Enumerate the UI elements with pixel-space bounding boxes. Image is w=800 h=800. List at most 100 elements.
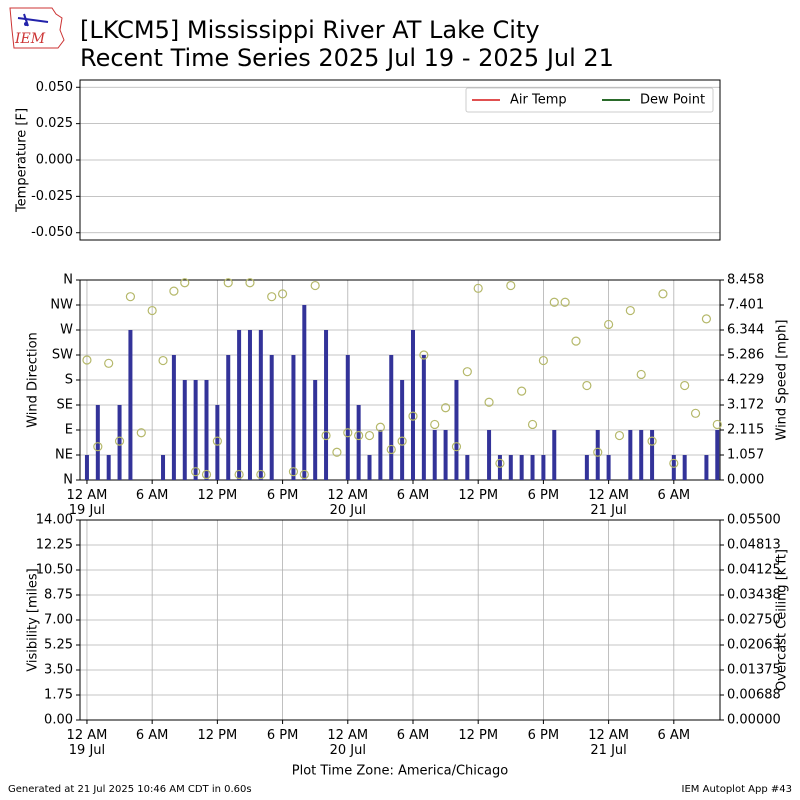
point <box>582 380 592 391</box>
point <box>506 280 516 291</box>
point <box>93 442 103 452</box>
point <box>299 469 309 480</box>
y-tick-label: S <box>65 373 73 388</box>
x-tick-label: 12 AM 21 Jul <box>588 728 629 758</box>
y2-tick-label: 0.02750 <box>727 613 781 628</box>
point <box>288 467 299 477</box>
y-axis-label: Visibility [miles] <box>26 568 41 671</box>
x-tick-label: 6 PM <box>266 728 299 743</box>
y-tick-label: -0.050 <box>31 225 73 240</box>
x-tick-label: 6 AM <box>396 488 430 503</box>
point <box>614 430 625 441</box>
point <box>604 319 614 330</box>
bar <box>128 329 133 480</box>
y2-tick-label: 0.05500 <box>727 513 781 528</box>
legend-box <box>465 87 714 113</box>
legend: Air Temp Dew Point <box>465 87 714 113</box>
point <box>234 469 244 480</box>
bar <box>356 404 361 480</box>
y2-tick-label: 5.286 <box>727 348 764 363</box>
logo-text: IEM <box>14 31 46 47</box>
point <box>680 380 690 391</box>
x-tick-label: 6 AM <box>657 728 691 743</box>
y2-tick-label: 0.04125 <box>727 563 781 578</box>
y2-tick-label: 0.04813 <box>727 538 781 553</box>
bar <box>519 455 524 480</box>
point <box>625 305 635 316</box>
point <box>114 436 125 446</box>
x-tick-label: 6 AM <box>135 728 169 743</box>
bar <box>345 355 350 480</box>
title: Recent Time Series 2025 Jul 19 - 2025 Ju… <box>80 44 614 72</box>
point <box>136 428 146 438</box>
bar <box>215 404 220 480</box>
bar <box>182 380 187 480</box>
x-tick-label: 6 AM <box>135 488 169 503</box>
bar <box>628 429 633 480</box>
y2-tick-label: 0.00688 <box>727 688 781 703</box>
point <box>386 444 396 455</box>
bar <box>269 355 274 480</box>
bar <box>454 380 459 480</box>
point <box>473 283 483 293</box>
bar <box>258 329 263 480</box>
bar <box>171 355 176 480</box>
bar <box>291 355 296 480</box>
y2-tick-label: 8.458 <box>727 273 764 288</box>
y-tick-label: SW <box>52 348 73 363</box>
bar <box>432 429 437 480</box>
y-tick-label: NE <box>55 448 73 463</box>
point <box>147 305 157 316</box>
y2-tick-label: 0.000 <box>727 473 764 488</box>
y-tick-label: 14.00 <box>36 513 73 528</box>
point <box>462 367 472 377</box>
footer-left: Generated at 21 Jul 2025 10:46 AM CDT in… <box>8 784 252 795</box>
point <box>712 419 722 430</box>
y2-tick-label: 3.172 <box>727 397 764 412</box>
bar <box>247 329 252 480</box>
bar <box>410 329 415 480</box>
bar <box>324 329 329 480</box>
y2-axis-label: Wind Speed [mph] <box>775 320 790 441</box>
x-tick-label: 6 PM <box>527 488 560 503</box>
x-tick-label: 6 PM <box>527 728 560 743</box>
bar <box>389 355 394 480</box>
bar <box>313 380 318 480</box>
point <box>593 447 603 457</box>
bar <box>443 429 448 480</box>
y-tick-label: W <box>60 323 73 338</box>
point <box>647 436 657 446</box>
y2-tick-label: 4.229 <box>727 373 764 388</box>
y2-tick-label: 0.00000 <box>727 713 781 728</box>
y-tick-label: 1.75 <box>44 688 73 703</box>
bar <box>584 455 589 480</box>
y-tick-label: 0.000 <box>36 153 73 168</box>
bar <box>639 429 644 480</box>
y-tick-label: N <box>63 273 73 288</box>
bar <box>487 429 492 480</box>
point <box>397 436 407 446</box>
point <box>451 442 462 452</box>
x-axis-label: Plot Time Zone: America/Chicago <box>292 764 508 779</box>
point <box>277 289 288 299</box>
x-tick-label: 12 PM <box>197 728 238 743</box>
y-tick-label: NW <box>50 298 73 313</box>
logo: IEM <box>9 7 65 49</box>
bar <box>508 455 513 480</box>
point <box>321 430 331 441</box>
bar <box>465 455 470 480</box>
y-tick-label: -0.025 <box>31 189 73 204</box>
legend-label: Air Temp <box>510 93 567 108</box>
point <box>495 458 505 468</box>
point <box>256 469 266 480</box>
bar <box>421 355 426 480</box>
y-tick-label: 12.25 <box>36 538 73 553</box>
y-tick-label: 10.50 <box>36 563 73 578</box>
x-tick-label: 6 PM <box>266 488 299 503</box>
title: [LKCM5] Mississippi River AT Lake City <box>80 16 540 44</box>
bar <box>530 455 535 480</box>
plot-frame <box>79 279 721 481</box>
y-tick-label: 3.50 <box>44 663 73 678</box>
